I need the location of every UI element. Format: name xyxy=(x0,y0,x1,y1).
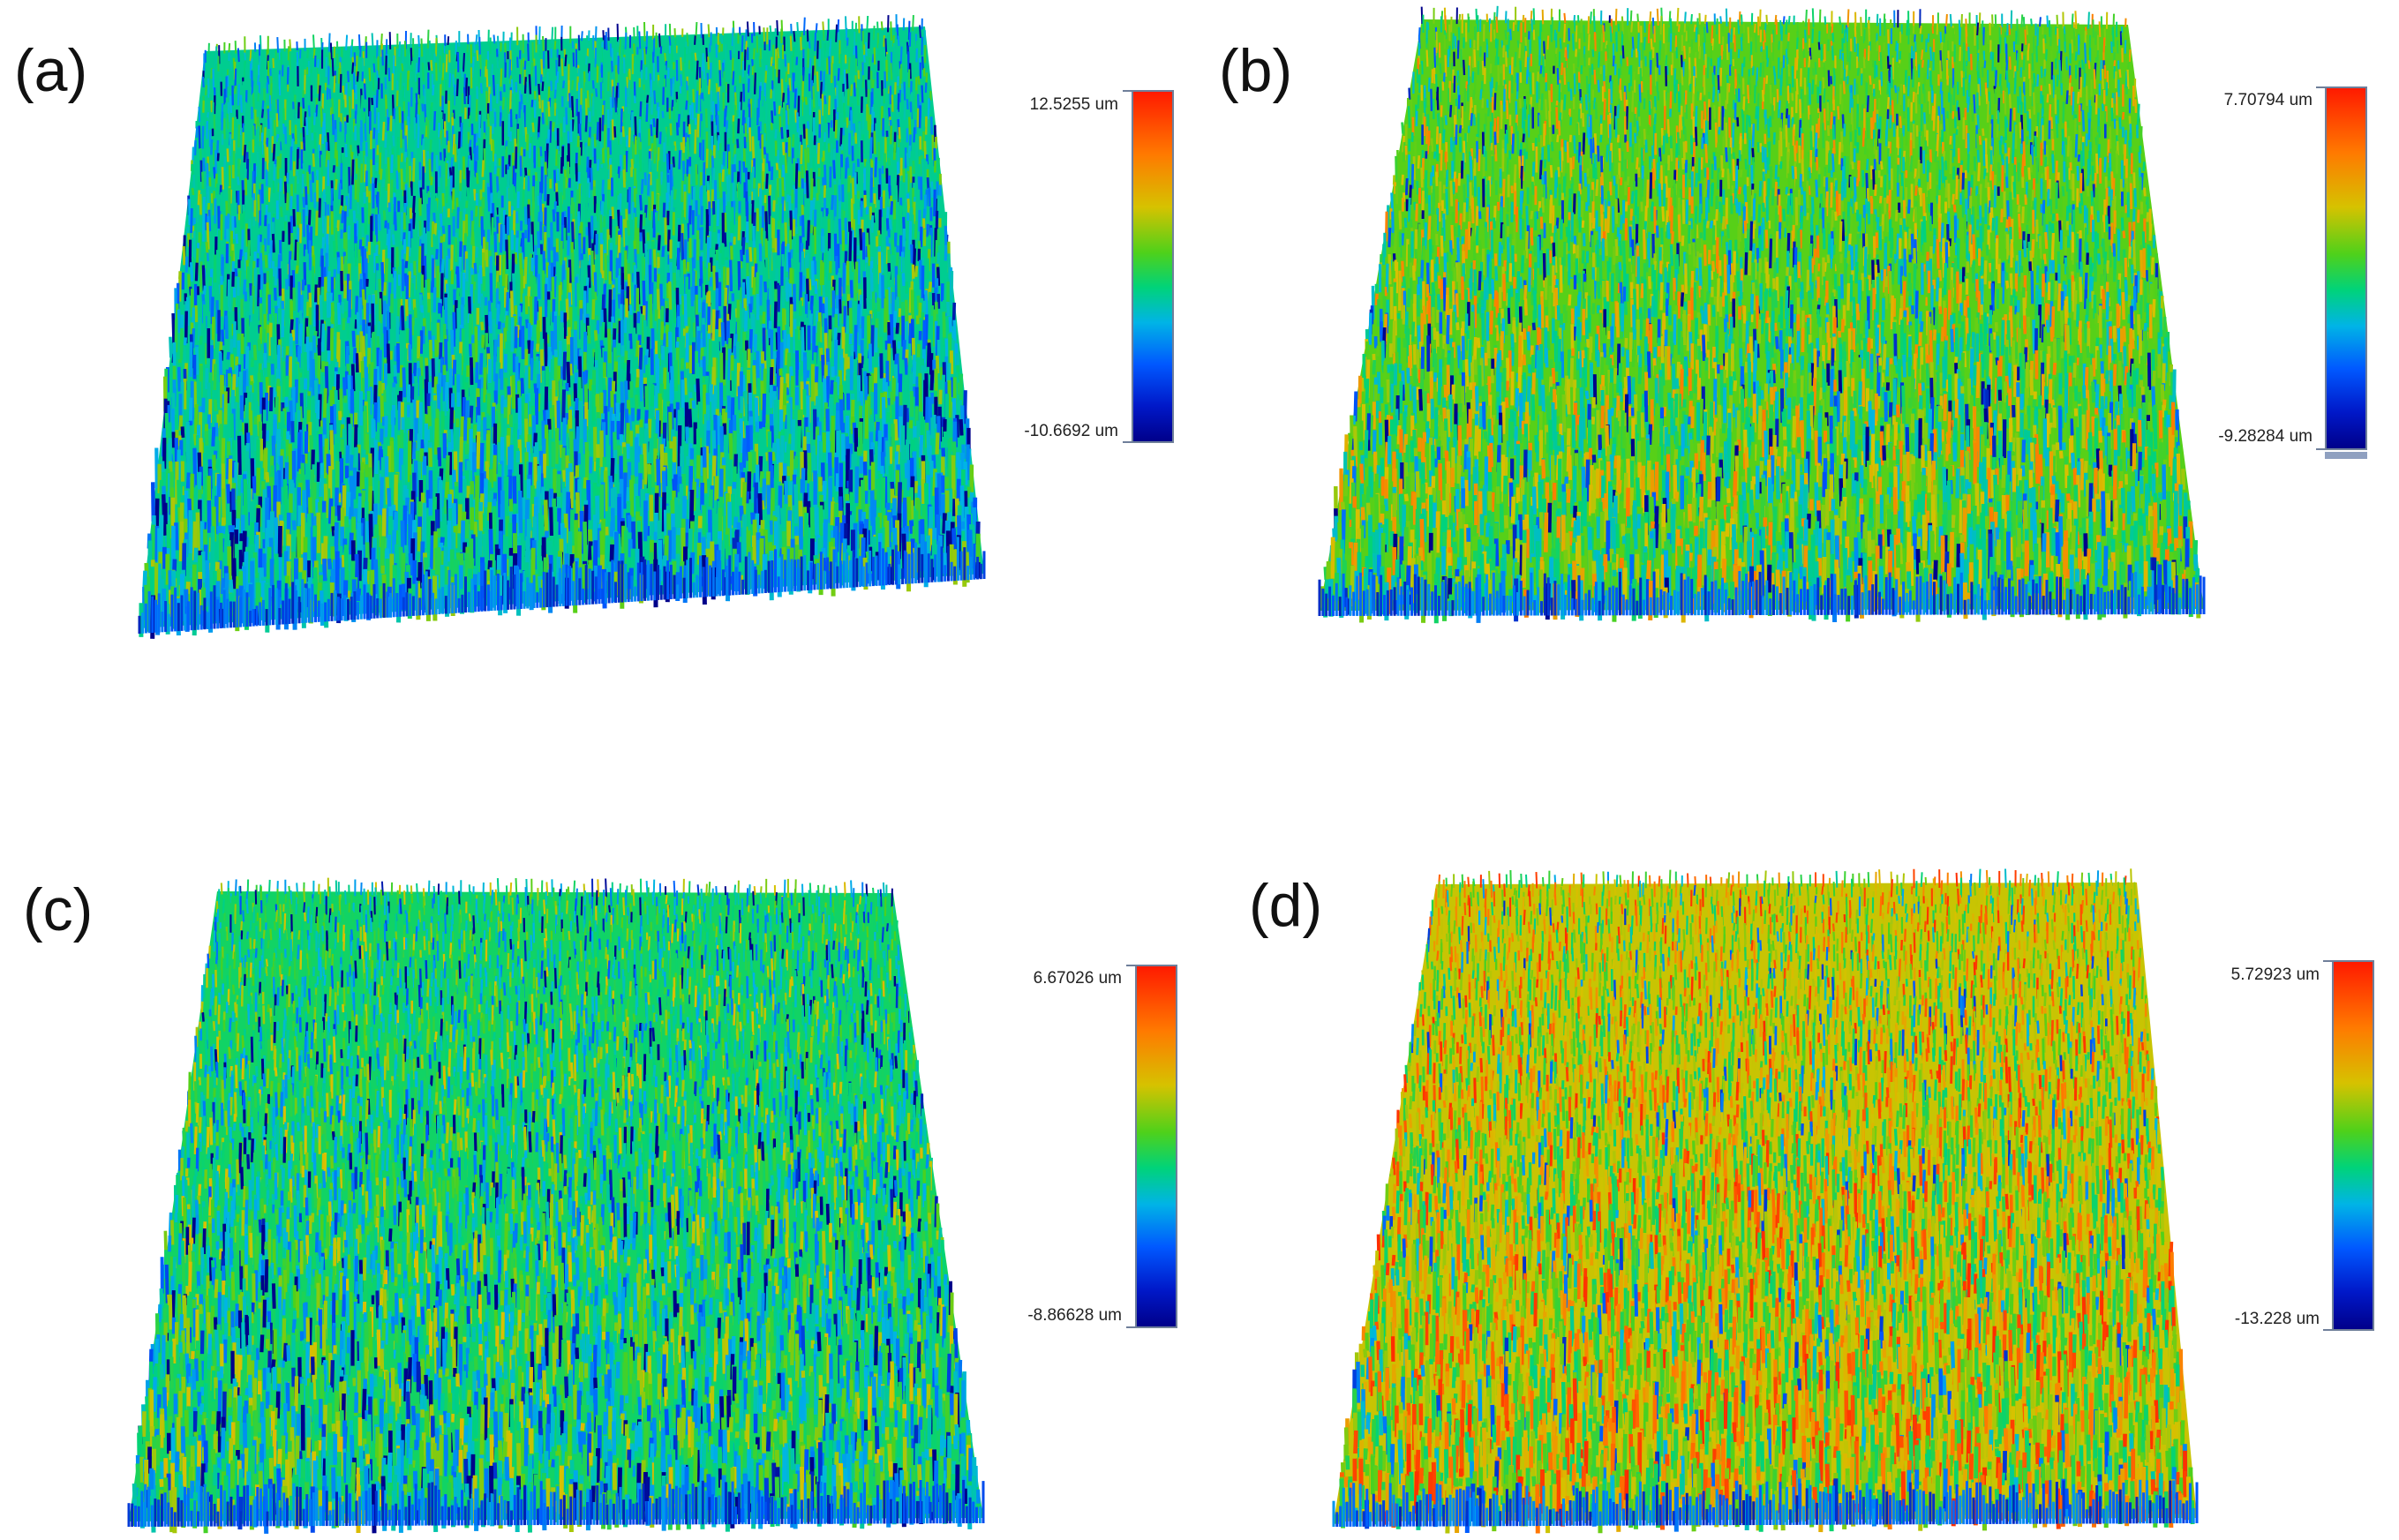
colorbar xyxy=(1135,965,1177,1328)
panel-label: (c) xyxy=(23,880,93,940)
colorbar-max-label: 12.5255 um xyxy=(1030,95,1118,115)
colorbar xyxy=(2325,86,2367,450)
colorbar-tick xyxy=(1123,441,1132,443)
surface-spikes xyxy=(1332,868,2199,1534)
colorbar-tick xyxy=(1123,90,1132,92)
colorbar-tick xyxy=(1126,1326,1135,1328)
surface-plot-image xyxy=(127,877,985,1534)
colorbar-tick xyxy=(2323,960,2332,962)
colorbar-max-label: 6.67026 um xyxy=(1034,969,1122,988)
panel-label: (a) xyxy=(14,41,87,101)
surface-spikes xyxy=(138,14,986,639)
panel-b: (b) 7.70794 um -9.28284 um xyxy=(1200,0,2399,770)
surface-spikes xyxy=(1318,5,2206,624)
panel-label: (b) xyxy=(1219,41,1292,101)
surface-plot-image xyxy=(138,14,986,639)
colorbar xyxy=(1132,90,1174,443)
surface-plot-image xyxy=(1318,5,2206,624)
panel-c: (c) 6.67026 um -8.86628 um xyxy=(0,770,1200,1540)
colorbar-tick xyxy=(2323,1329,2332,1331)
colorbar xyxy=(2332,960,2374,1331)
colorbar-tick xyxy=(2316,86,2325,88)
colorbar-min-label: -9.28284 um xyxy=(2218,427,2313,447)
colorbar-scroll-stub xyxy=(2325,452,2367,459)
panel-d: (d) 5.72923 um -13.228 um xyxy=(1200,770,2399,1540)
colorbar-tick xyxy=(1126,965,1135,966)
surface-spikes xyxy=(127,877,985,1534)
panel-label: (d) xyxy=(1249,875,1322,935)
panel-a: (a) 12.5255 um -10.6692 um xyxy=(0,0,1200,770)
surface-plot-image xyxy=(1332,868,2199,1534)
colorbar-min-label: -8.86628 um xyxy=(1027,1306,1122,1326)
colorbar-min-label: -13.228 um xyxy=(2235,1310,2320,1329)
colorbar-min-label: -10.6692 um xyxy=(1024,422,1118,441)
colorbar-max-label: 5.72923 um xyxy=(2231,965,2320,985)
colorbar-max-label: 7.70794 um xyxy=(2224,91,2313,110)
colorbar-tick xyxy=(2316,448,2325,450)
